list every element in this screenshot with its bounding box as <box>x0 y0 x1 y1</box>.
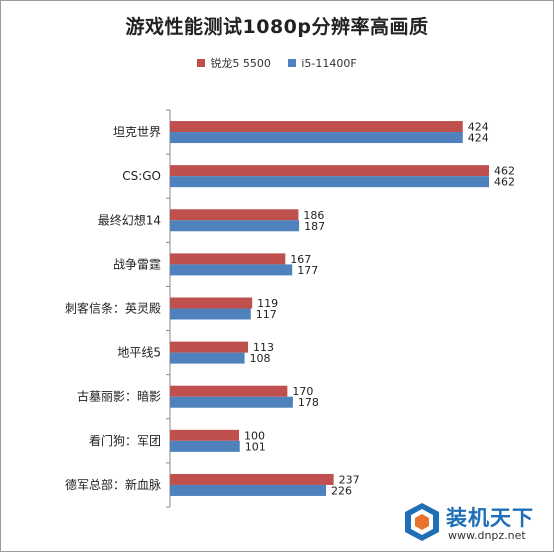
data-label-series-1: 424 <box>468 121 489 134</box>
category-label: 德军总部：新血脉 <box>65 477 161 492</box>
data-label-series-1: 237 <box>339 473 360 486</box>
chart-title: 游戏性能测试1080p分辨率高画质 <box>125 16 429 38</box>
bar-series-1 <box>170 121 463 133</box>
data-label-series-1: 462 <box>494 165 515 178</box>
category-label: 地平线5 <box>117 346 161 360</box>
bar-series-1 <box>170 297 253 309</box>
watermark-brand: 装机天下 <box>446 506 534 530</box>
bar-series-2 <box>170 132 463 144</box>
data-label-series-2: 101 <box>245 440 266 453</box>
category-label: CS:GO <box>122 169 161 183</box>
legend-swatch-series-1 <box>197 59 206 67</box>
bar-series-2 <box>170 264 293 276</box>
data-label-series-2: 424 <box>468 132 489 145</box>
bar-series-2 <box>170 176 489 188</box>
data-label-series-1: 113 <box>253 341 274 354</box>
bar-series-1 <box>170 253 286 265</box>
category-label: 古墓丽影：暗影 <box>77 389 161 404</box>
bar-series-1 <box>170 165 489 177</box>
bar-series-1 <box>170 429 240 441</box>
watermark: 装机天下 www.dnpz.net <box>400 500 548 546</box>
data-label-series-1: 119 <box>257 297 278 310</box>
data-label-series-1: 167 <box>290 253 311 266</box>
bar-series-2 <box>170 484 327 496</box>
chart-legend: 锐龙5 5500 i5-11400F <box>0 55 554 71</box>
data-label-series-2: 178 <box>298 396 319 409</box>
watermark-logo-icon <box>405 503 439 541</box>
category-label: 看门狗：军团 <box>89 433 161 448</box>
legend-label-series-1: 锐龙5 5500 <box>210 57 271 70</box>
category-label: 坦克世界 <box>113 125 161 139</box>
bar-series-1 <box>170 385 288 397</box>
watermark-url: www.dnpz.net <box>448 529 526 542</box>
category-label: 战争雷霆 <box>113 257 161 271</box>
data-label-series-1: 170 <box>292 385 313 398</box>
legend-label-series-2: i5-11400F <box>301 57 357 70</box>
bar-series-1 <box>170 209 299 221</box>
data-label-series-2: 187 <box>304 220 325 233</box>
category-label: 刺客信条：英灵殿 <box>65 301 161 316</box>
data-label-series-2: 117 <box>256 308 277 321</box>
category-label: 最终幻想14 <box>98 212 161 227</box>
bar-series-2 <box>170 308 251 320</box>
legend-item-series-2: i5-11400F <box>288 57 357 70</box>
legend-item-series-1: 锐龙5 5500 <box>197 55 271 71</box>
bar-series-2 <box>170 352 245 364</box>
bar-series-1 <box>170 473 334 485</box>
data-label-series-2: 226 <box>331 484 352 497</box>
data-label-series-1: 100 <box>244 429 265 442</box>
legend-swatch-series-2 <box>288 59 297 67</box>
data-label-series-2: 462 <box>494 176 515 189</box>
bar-series-1 <box>170 341 249 353</box>
bar-series-2 <box>170 396 293 408</box>
bar-series-2 <box>170 440 240 452</box>
data-label-series-1: 186 <box>303 209 324 222</box>
data-label-series-2: 177 <box>297 264 318 277</box>
bar-series-2 <box>170 220 300 232</box>
data-label-series-2: 108 <box>250 352 271 365</box>
